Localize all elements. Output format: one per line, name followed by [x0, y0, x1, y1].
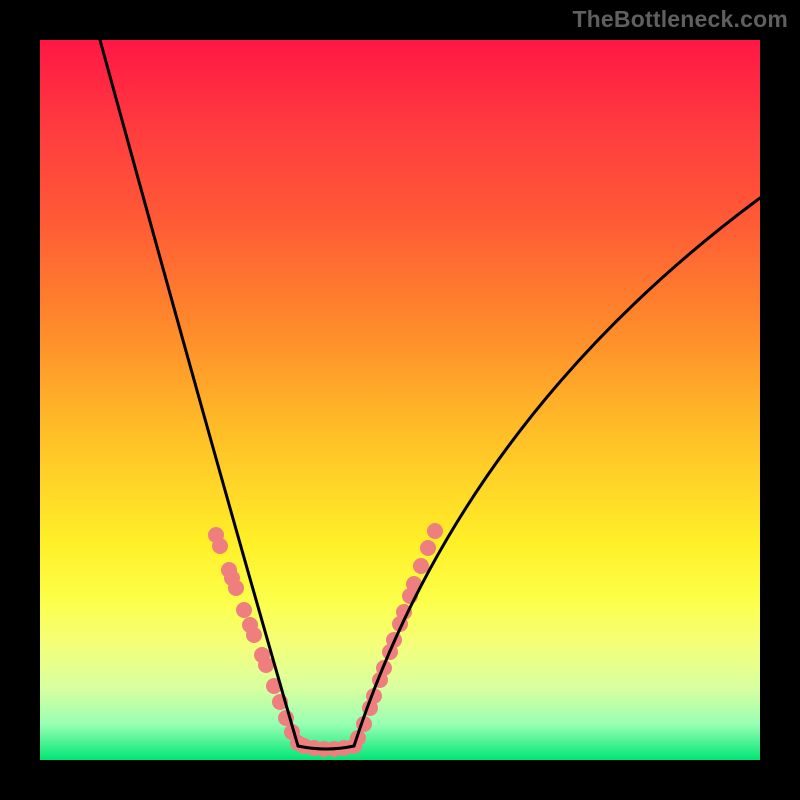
watermark-text: TheBottleneck.com — [572, 6, 788, 33]
curve-layer — [100, 40, 760, 749]
bottleneck-curve — [40, 40, 760, 760]
chart-frame: TheBottleneck.com — [0, 0, 800, 800]
plot-area — [40, 40, 760, 760]
